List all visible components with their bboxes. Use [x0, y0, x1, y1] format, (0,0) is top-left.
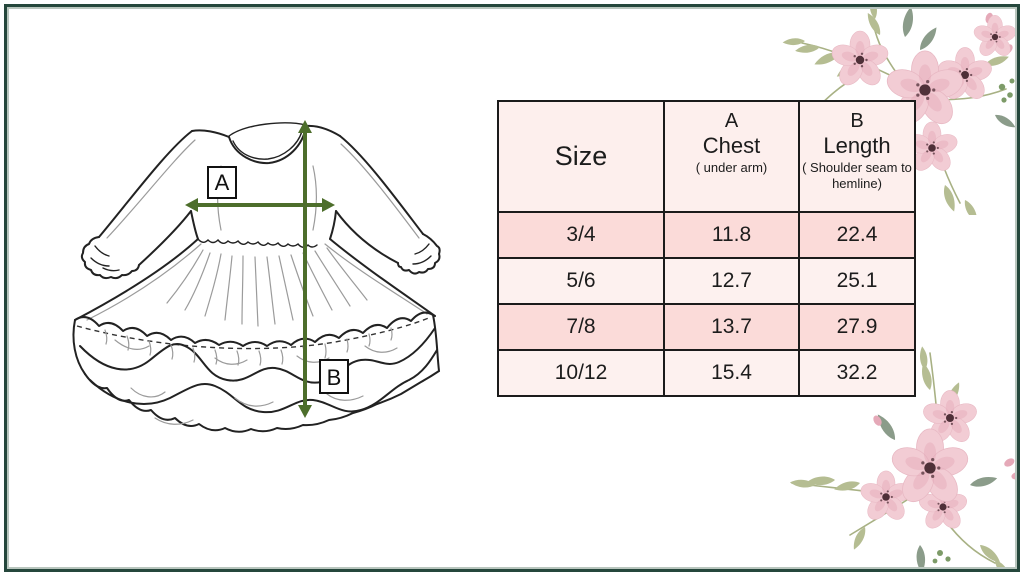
size-cell: 10/12	[497, 349, 665, 397]
table-row: 7/8 13.7 27.9	[497, 303, 916, 351]
header-length-word: Length	[823, 133, 891, 158]
label-a-text: A	[215, 170, 230, 195]
table-row: 3/4 11.8 22.4	[497, 211, 916, 259]
berries	[998, 78, 1015, 103]
flower-decoration-bottom-right	[789, 345, 1020, 570]
header-length-note: ( Shoulder seam to hemline)	[802, 160, 912, 191]
label-b-text: B	[327, 365, 342, 390]
header-chest-word: Chest	[702, 133, 761, 158]
ruffle-hem	[72, 311, 440, 433]
header-size: Size	[497, 100, 665, 213]
size-chart-table: Size A Chest ( under arm) B Length ( Sho…	[497, 100, 916, 397]
measure-arrow-length	[298, 120, 312, 418]
table-row: 5/6 12.7 25.1	[497, 257, 916, 305]
flower-decoration-top-right	[782, 5, 1019, 215]
size-cell: 5/6	[497, 257, 665, 305]
size-cell: 7/8	[497, 303, 665, 351]
sleeve-cuff-ruffles	[80, 233, 441, 280]
header-chest-note: ( under arm)	[695, 160, 768, 175]
length-value: 32.2	[798, 349, 916, 397]
chest-value: 13.7	[663, 303, 800, 351]
length-value: 27.9	[798, 303, 916, 351]
header-length: B Length ( Shoulder seam to hemline)	[798, 100, 916, 213]
header-chest: A Chest ( under arm)	[663, 100, 800, 213]
table-row: 10/12 15.4 32.2	[497, 349, 916, 397]
chest-value: 11.8	[663, 211, 800, 259]
blooms	[857, 389, 980, 533]
header-row: Size A Chest ( under arm) B Length ( Sho…	[497, 100, 916, 213]
chest-value: 15.4	[663, 349, 800, 397]
header-length-letter: B	[850, 110, 864, 132]
label-b: B	[319, 359, 349, 394]
berries	[932, 550, 951, 564]
sketch-detail-lines	[86, 139, 428, 321]
length-value: 25.1	[798, 257, 916, 305]
dress-measurement-sketch: A B	[72, 120, 441, 433]
chest-value: 12.7	[663, 257, 800, 305]
header-chest-letter: A	[724, 110, 739, 132]
label-a: A	[207, 166, 237, 199]
measure-arrow-chest	[185, 198, 335, 212]
length-value: 22.4	[798, 211, 916, 259]
size-cell: 3/4	[497, 211, 665, 259]
skirt-gather-lines	[166, 247, 368, 327]
header-size-label: Size	[554, 141, 608, 171]
dress-outline	[74, 122, 436, 321]
